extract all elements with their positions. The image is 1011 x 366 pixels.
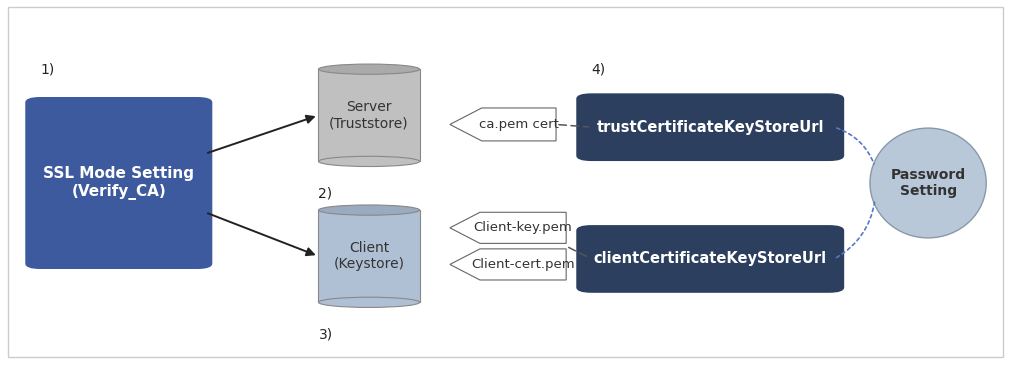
Text: 3): 3) xyxy=(318,328,333,341)
Ellipse shape xyxy=(318,64,420,74)
Bar xyxy=(318,210,420,302)
Text: trustCertificateKeyStoreUrl: trustCertificateKeyStoreUrl xyxy=(596,120,824,135)
FancyBboxPatch shape xyxy=(576,93,844,161)
FancyBboxPatch shape xyxy=(25,97,212,269)
Text: Client
(Keystore): Client (Keystore) xyxy=(334,241,404,271)
Text: SSL Mode Setting
(Verify_CA): SSL Mode Setting (Verify_CA) xyxy=(43,166,194,200)
Bar xyxy=(318,69,420,161)
Text: 2): 2) xyxy=(318,187,333,201)
Text: clientCertificateKeyStoreUrl: clientCertificateKeyStoreUrl xyxy=(593,251,827,266)
Text: 1): 1) xyxy=(40,63,55,77)
Text: Client-cert.pem: Client-cert.pem xyxy=(471,258,575,271)
Ellipse shape xyxy=(318,156,420,167)
Text: ca.pem cert: ca.pem cert xyxy=(479,118,559,131)
FancyBboxPatch shape xyxy=(8,7,1003,357)
Polygon shape xyxy=(450,249,566,280)
Text: Password
Setting: Password Setting xyxy=(891,168,966,198)
Text: Client-key.pem: Client-key.pem xyxy=(474,221,572,234)
Ellipse shape xyxy=(318,297,420,307)
Polygon shape xyxy=(450,212,566,243)
FancyBboxPatch shape xyxy=(576,225,844,293)
Text: 4): 4) xyxy=(591,63,606,77)
Ellipse shape xyxy=(318,205,420,215)
Polygon shape xyxy=(450,108,556,141)
Text: Server
(Truststore): Server (Truststore) xyxy=(330,100,408,130)
Ellipse shape xyxy=(869,128,987,238)
